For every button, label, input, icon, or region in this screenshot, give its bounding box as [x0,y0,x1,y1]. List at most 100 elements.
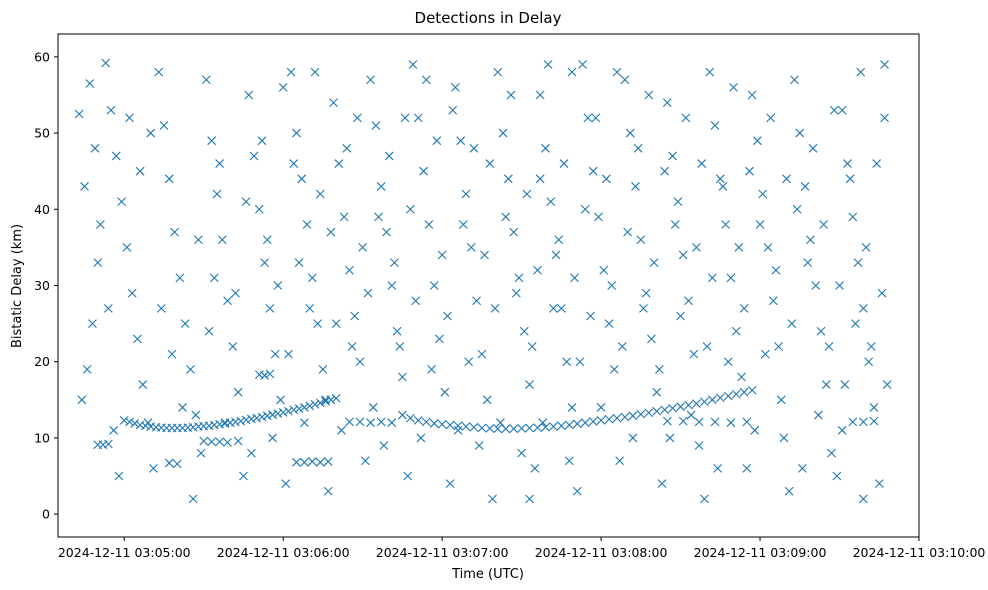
data-point-x-marker [400,113,410,123]
data-point-x-marker [652,387,662,397]
data-point-x-marker [352,113,362,123]
data-point-x-marker [726,418,736,428]
data-point-x-marker [278,408,288,417]
data-point-x-marker [199,436,209,446]
data-point-x-marker [207,437,217,447]
data-point-x-marker [742,464,752,473]
data-point-x-marker [117,197,126,207]
data-point-x-marker [503,174,513,184]
data-point-x-marker [567,67,577,77]
data-point-x-marker [241,197,251,207]
data-point-x-marker [843,159,852,168]
data-point-x-marker [445,420,455,430]
chart-title: Detections in Delay [415,9,562,27]
data-point-x-marker [707,273,717,283]
data-point-x-marker [220,418,230,428]
data-point-x-marker [95,220,105,229]
data-point-x-marker [485,159,495,168]
data-point-x-marker [798,464,807,473]
data-point-x-marker [763,243,773,252]
data-point-x-marker [737,372,746,382]
data-point-x-marker [342,143,352,153]
data-point-x-marker [114,471,124,481]
data-point-x-marker [477,423,487,433]
data-point-x-marker [310,67,320,77]
data-point-x-marker [692,243,701,252]
data-point-x-marker [665,433,675,443]
data-point-x-marker [347,342,357,351]
data-point-x-marker [858,494,868,504]
data-point-x-marker [654,364,664,374]
data-point-x-marker [315,398,325,408]
data-point-x-marker [827,448,836,458]
data-point-x-marker [231,288,240,298]
data-point-x-marker [127,288,137,298]
data-point-x-marker [469,143,479,153]
data-point-x-marker [546,197,556,207]
data-point-x-marker [644,408,654,418]
data-point-x-marker [837,105,847,115]
data-point-x-marker [249,151,259,161]
data-point-x-marker [625,128,635,138]
data-point-x-marker [125,417,134,427]
data-point-x-marker [668,151,678,161]
data-point-x-marker [318,364,328,374]
data-point-x-marker [694,417,704,427]
data-point-x-marker [819,220,829,229]
data-point-x-marker [533,265,542,275]
data-point-x-marker [840,380,850,389]
data-point-x-marker [355,417,365,427]
data-point-x-marker [678,250,688,260]
data-point-x-marker [538,418,548,428]
data-point-x-marker [535,90,545,100]
data-point-x-marker [774,342,783,351]
data-point-x-marker [106,105,116,115]
data-point-x-marker [443,311,452,321]
data-point-x-marker [196,448,206,458]
data-point-x-marker [178,403,187,412]
data-point-x-marker [707,395,717,405]
data-point-x-marker [694,441,704,450]
data-point-x-marker [705,67,715,77]
data-point-x-marker [313,319,323,328]
data-point-x-marker [596,416,606,425]
data-point-x-marker [739,303,749,313]
x-axis-ticks: 2024-12-11 03:05:00 2024-12-11 03:06:00 20… [58,537,985,560]
data-point-x-marker [599,265,609,275]
data-point-x-marker [803,258,813,268]
data-point-x-marker [299,418,309,428]
data-point-x-marker [164,174,174,184]
data-point-x-marker [811,281,821,290]
data-point-x-marker [450,82,460,92]
data-point-x-marker [154,67,164,77]
data-point-x-marker [207,136,217,146]
data-point-x-marker [233,436,243,446]
data-point-x-marker [808,143,818,153]
data-point-x-marker [405,413,415,423]
data-point-x-marker [570,273,579,283]
data-point-x-marker [490,303,500,313]
data-point-x-marker [260,371,270,380]
data-point-x-marker [493,67,503,77]
data-point-x-marker [564,420,574,430]
data-point-x-marker [215,159,224,168]
data-point-x-marker [254,204,264,214]
data-point-x-marker [387,418,397,428]
data-point-x-marker [247,448,256,458]
data-point-x-marker [609,364,619,374]
data-point-x-marker [146,128,156,138]
data-point-x-marker [848,417,858,427]
data-point-x-marker [88,319,97,328]
data-point-x-marker [424,220,434,229]
data-point-x-marker [273,409,283,418]
data-point-x-marker [135,166,145,176]
data-point-x-marker [829,105,839,115]
data-point-x-marker [194,235,203,245]
data-point-x-marker [278,82,288,92]
data-point-x-marker [273,281,283,290]
data-point-x-marker [731,389,741,399]
data-point-x-marker [636,409,646,419]
data-point-x-marker [164,458,174,468]
data-point-x-marker [461,422,471,431]
